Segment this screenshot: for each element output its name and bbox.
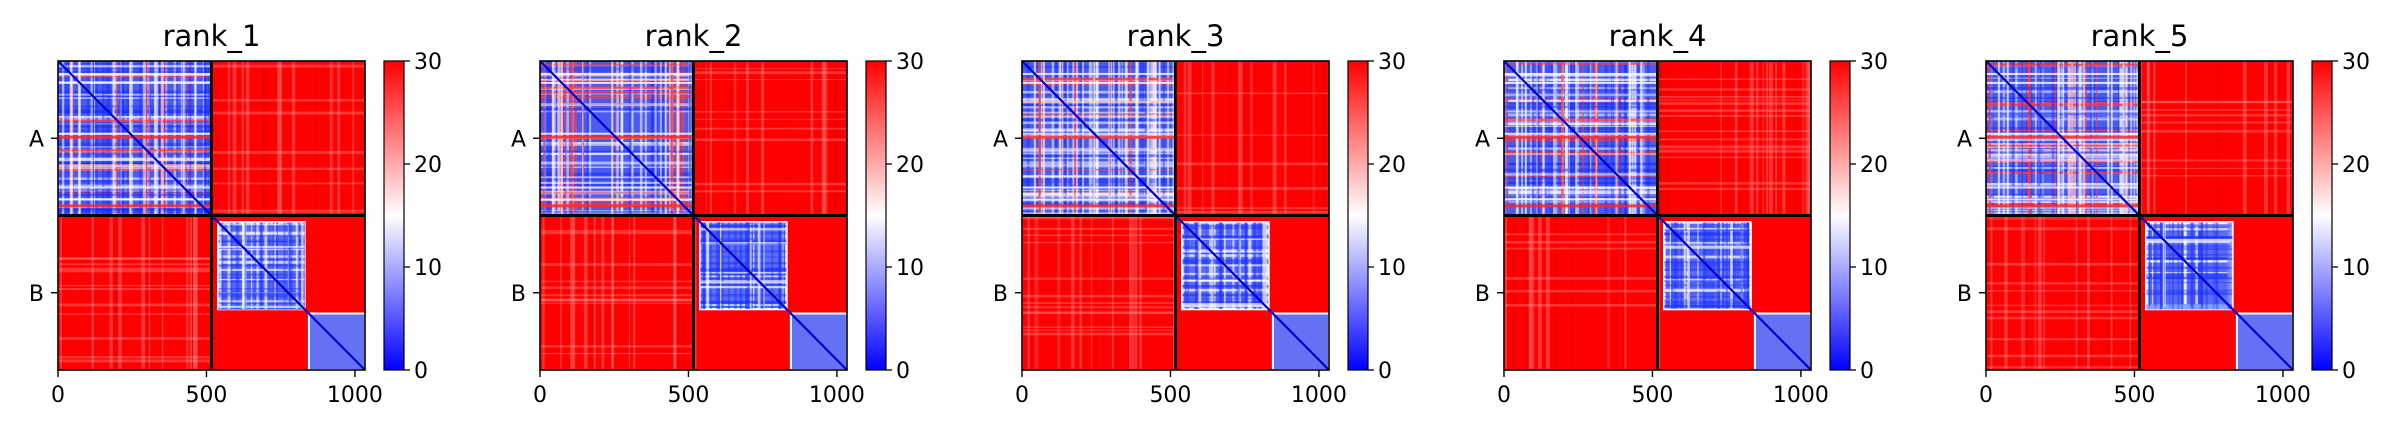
- chain-label-B: B: [1475, 282, 1490, 307]
- chain-label-A: A: [1957, 127, 1972, 152]
- panel-title: rank_4: [1609, 19, 1707, 53]
- chain-label-B: B: [993, 282, 1008, 307]
- colorbar: [865, 60, 887, 371]
- chain-label-B: B: [511, 282, 526, 307]
- panel-title: rank_2: [645, 19, 743, 53]
- x-tick-label: 1000: [809, 383, 865, 408]
- axes-frame: [57, 60, 366, 371]
- panel-title: rank_1: [163, 19, 261, 53]
- panel-rank_5: rank_5 0 500 1000 A B 0 10 20 30: [1957, 19, 2370, 408]
- panel-rank_3: rank_3 0 500 1000 A B 0 10 20 30: [993, 19, 1406, 408]
- chain-label-B: B: [1957, 282, 1972, 307]
- colorbar-tick-label: 20: [2342, 153, 2370, 178]
- colorbar-tick-label: 0: [1378, 359, 1392, 384]
- colorbar-tick-label: 10: [1378, 256, 1406, 281]
- colorbar-tick-label: 10: [896, 256, 924, 281]
- colorbar-tick-label: 30: [896, 50, 924, 75]
- x-tick-label: 500: [185, 383, 227, 408]
- x-tick-label: 500: [667, 383, 709, 408]
- x-tick-label: 1000: [2255, 383, 2311, 408]
- chain-label-A: A: [29, 127, 44, 152]
- colorbar-tick-label: 20: [896, 153, 924, 178]
- panel-rank_4: rank_4 0 500 1000 A B 0 10 20 30: [1475, 19, 1888, 408]
- panel-title: rank_5: [2091, 19, 2189, 53]
- x-tick-label: 0: [1979, 383, 1993, 408]
- x-tick-label: 0: [51, 383, 65, 408]
- colorbar-tick-label: 0: [1860, 359, 1874, 384]
- x-tick-label: 0: [1015, 383, 1029, 408]
- chain-label-A: A: [511, 127, 526, 152]
- x-tick-label: 500: [1631, 383, 1673, 408]
- axes-frame: [1985, 60, 2294, 371]
- colorbar-tick-label: 10: [2342, 256, 2370, 281]
- colorbar-tick-label: 30: [1860, 50, 1888, 75]
- colorbar: [1347, 60, 1369, 371]
- x-tick-label: 1000: [1773, 383, 1829, 408]
- colorbar-tick-label: 20: [1860, 153, 1888, 178]
- x-tick-label: 0: [1497, 383, 1511, 408]
- chain-label-B: B: [29, 282, 44, 307]
- x-tick-label: 500: [1149, 383, 1191, 408]
- colorbar-tick-label: 0: [2342, 359, 2356, 384]
- colorbar-tick-label: 20: [1378, 153, 1406, 178]
- colorbar: [1829, 60, 1851, 371]
- colorbar-tick-label: 20: [414, 153, 442, 178]
- colorbar-tick-label: 30: [414, 50, 442, 75]
- panel-title: rank_3: [1127, 19, 1225, 53]
- colorbar-tick-label: 0: [414, 359, 428, 384]
- axes-frame: [539, 60, 848, 371]
- panel-rank_1: rank_1 0 500 1000 A B 0 10 20 30: [29, 19, 442, 408]
- x-tick-label: 1000: [327, 383, 383, 408]
- x-tick-label: 0: [533, 383, 547, 408]
- axes-frame: [1021, 60, 1330, 371]
- panel-rank_2: rank_2 0 500 1000 A B 0 10 20 30: [511, 19, 924, 408]
- colorbar: [2311, 60, 2333, 371]
- chain-label-A: A: [1475, 127, 1490, 152]
- chain-label-A: A: [993, 127, 1008, 152]
- colorbar-tick-label: 10: [1860, 256, 1888, 281]
- colorbar-tick-label: 30: [2342, 50, 2370, 75]
- colorbar-tick-label: 10: [414, 256, 442, 281]
- colorbar-tick-label: 0: [896, 359, 910, 384]
- colorbar-tick-label: 30: [1378, 50, 1406, 75]
- x-tick-label: 1000: [1291, 383, 1347, 408]
- axes-frame: [1503, 60, 1812, 371]
- colorbar: [383, 60, 405, 371]
- x-tick-label: 500: [2113, 383, 2155, 408]
